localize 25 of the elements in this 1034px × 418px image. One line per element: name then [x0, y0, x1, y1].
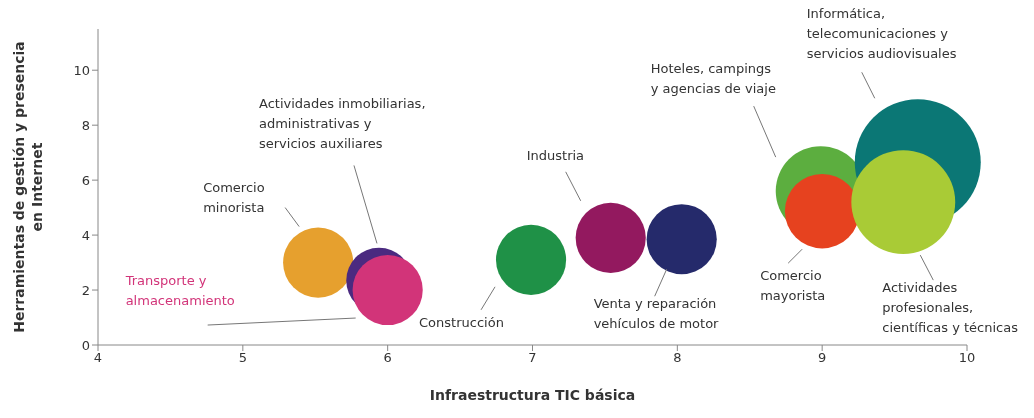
text: Comercio minorista: [203, 179, 265, 215]
x-tick-label: 5: [238, 350, 247, 366]
text: Actividades inmobiliarias, administrativas y servicios auxiliares: [258, 96, 426, 152]
text: Hoteles, campings y agencias de viaje: [650, 61, 776, 97]
y-tick-label: 2: [81, 282, 90, 298]
x-tick-label: 10: [958, 350, 976, 366]
text: Transporte y almacenamiento: [124, 273, 235, 309]
x-tick-label: 6: [383, 350, 392, 366]
x-tick-label: 9: [818, 350, 827, 366]
y-axis-title: Herramientas de gestión y presencia en Internet: [11, 41, 45, 333]
text: Venta y reparación vehículos de motor: [593, 296, 720, 332]
x-axis-title: Infraestructura TIC básica: [429, 387, 636, 403]
y-tick-label: 4: [81, 227, 90, 243]
y-tick-label: 6: [81, 172, 90, 188]
y-tick-label: 8: [81, 117, 90, 133]
x-tick-label: 4: [93, 350, 103, 366]
text: Industria: [526, 147, 585, 163]
x-tick-label: 7: [528, 350, 537, 366]
text: Actividades profesionales, científicas y técnicas: [882, 280, 1019, 336]
text: Informática, telecomunicaciones y servicios audiovisuales: [806, 6, 957, 62]
y-tick-label: 0: [81, 337, 90, 353]
x-tick-label: 8: [673, 350, 682, 366]
series-label: Comercio mayorista: [760, 268, 826, 304]
y-tick-label: 10: [73, 62, 90, 78]
text: Construcción: [419, 314, 504, 330]
